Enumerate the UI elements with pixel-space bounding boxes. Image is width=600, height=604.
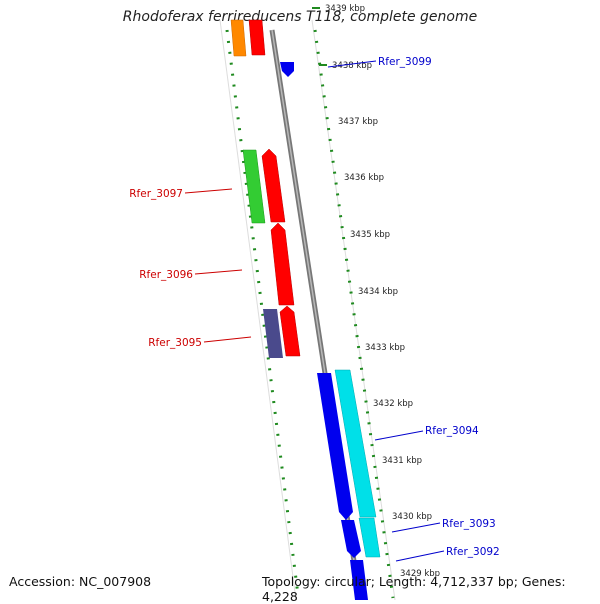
tick-label-3432: 3432 kbp [373,399,413,409]
tick-label-3435: 3435 kbp [350,230,390,240]
gene-label-rfer-3096[interactable]: Rfer_3096 [139,269,193,281]
leader-rfer-3094 [374,430,424,441]
gene-label-rfer-3095[interactable]: Rfer_3095 [148,337,202,349]
gene-label-rfer-3093[interactable]: Rfer_3093 [442,518,496,530]
gene-label-rfer-3092[interactable]: Rfer_3092 [446,546,500,558]
gene-cyan-long [334,369,377,518]
tick-label-3429: 3429 kbp [400,569,440,579]
tick-label-3438: 3438 kbp [332,61,372,71]
gene-red-1 [261,148,286,223]
leader-rfer-3092 [395,550,445,562]
tick-label-3437: 3437 kbp [338,117,378,127]
orf-strand-left [225,29,300,596]
gene-purple [263,309,283,358]
gene-orange-top [230,19,247,57]
kbp-ticks: 3439 kbp 3438 kbp 3437 kbp 3436 kbp 3435… [312,4,440,579]
gene-blue-long [317,373,353,520]
leader-rfer-3093 [391,522,441,533]
gene-red-top [248,19,266,56]
gene-rfer-3099 [280,62,294,77]
accession-text: Accession: NC_007908 [9,574,152,589]
tick-label-3431: 3431 kbp [382,456,422,466]
map-outer-right-edge [311,19,396,600]
leader-rfer-3096 [194,269,243,275]
genome-title: Rhodoferax ferrireducens T118, complete … [122,9,478,25]
gene-cyan-small [358,517,381,558]
tick-label-3433: 3433 kbp [365,343,405,353]
map-outer-left-edge [219,19,297,600]
tick-label-3436: 3436 kbp [344,173,384,183]
gene-rfer-3092 [350,560,368,600]
tick-label-3430: 3430 kbp [392,512,432,522]
tick-label-3439: 3439 kbp [325,4,365,14]
leader-rfer-3099 [327,60,377,68]
leader-rfer-3095 [203,336,252,343]
gene-green [242,149,266,224]
gene-label-rfer-3094[interactable]: Rfer_3094 [425,425,479,437]
tick-label-3434: 3434 kbp [358,287,398,297]
gene-red-2 [270,222,295,306]
leader-rfer-3097 [184,188,233,194]
gene-label-rfer-3097[interactable]: Rfer_3097 [129,188,183,200]
gene-red-3 [279,305,301,357]
gene-label-rfer-3099[interactable]: Rfer_3099 [378,56,432,68]
gene-rfer-3093 [341,520,361,558]
orf-strand-right [313,29,395,599]
